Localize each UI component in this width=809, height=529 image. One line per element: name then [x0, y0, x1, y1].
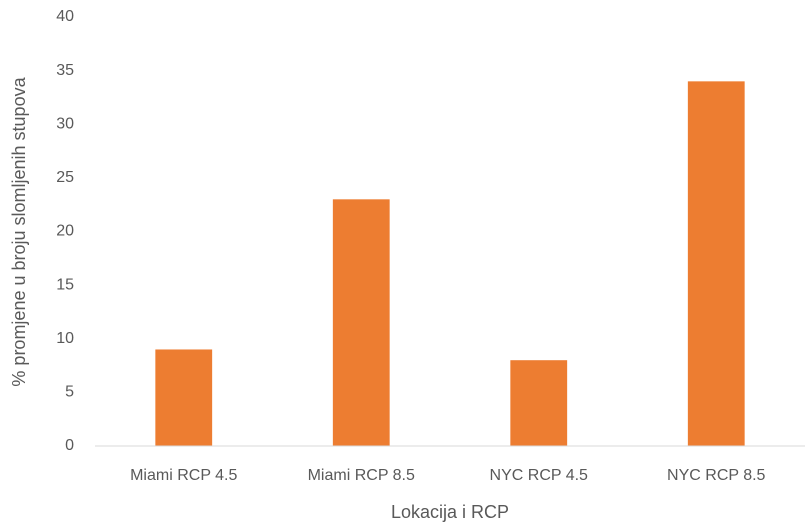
x-tick-label: Miami RCP 4.5 — [130, 467, 237, 484]
x-tick-label: NYC RCP 4.5 — [490, 467, 589, 484]
y-tick-label: 25 — [56, 169, 74, 186]
x-tick-label: Miami RCP 8.5 — [308, 467, 415, 484]
y-tick-label: 30 — [56, 115, 74, 132]
y-tick-label: 40 — [56, 8, 74, 25]
bar — [687, 81, 745, 446]
y-tick-label: 35 — [56, 62, 74, 79]
y-tick-label: 0 — [65, 437, 74, 454]
bar — [332, 199, 390, 446]
bar — [510, 360, 568, 446]
y-axis-title: % promjene u broju slomljenih stupova — [9, 76, 29, 386]
x-tick-label: NYC RCP 8.5 — [667, 467, 766, 484]
x-axis-title: Lokacija i RCP — [391, 502, 509, 522]
y-tick-label: 20 — [56, 223, 74, 240]
y-tick-label: 15 — [56, 276, 74, 293]
y-tick-label: 10 — [56, 330, 74, 347]
bar — [155, 349, 213, 446]
y-tick-label: 5 — [65, 384, 74, 401]
